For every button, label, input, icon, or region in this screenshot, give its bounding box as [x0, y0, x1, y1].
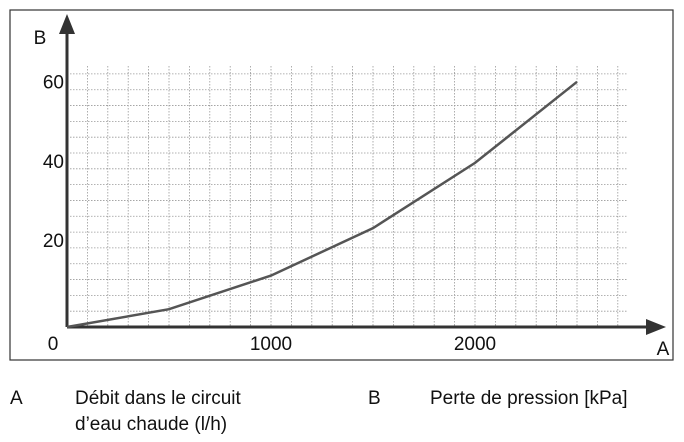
x-axis-arrow — [646, 319, 666, 335]
x-axis-label: A — [657, 339, 670, 360]
x-tick-label: 2000 — [454, 334, 496, 355]
y-tick-label: 40 — [43, 152, 64, 173]
legend-text: d’eau chaude (l/h) — [75, 414, 227, 435]
data-line — [66, 80, 578, 329]
x-tick-label: 1000 — [250, 334, 292, 355]
chart-frame — [9, 9, 674, 361]
legend-text: Débit dans le circuit — [75, 388, 242, 409]
y-axis-label: B — [34, 28, 47, 49]
legend-key: A — [10, 388, 23, 409]
y-axis-arrow — [59, 14, 75, 34]
legend-key: B — [368, 388, 381, 409]
y-tick-label: 20 — [43, 231, 64, 252]
y-tick-label: 60 — [43, 73, 64, 94]
legend-text: Perte de pression [kPa] — [430, 388, 628, 409]
x-tick-label: 0 — [48, 334, 59, 355]
